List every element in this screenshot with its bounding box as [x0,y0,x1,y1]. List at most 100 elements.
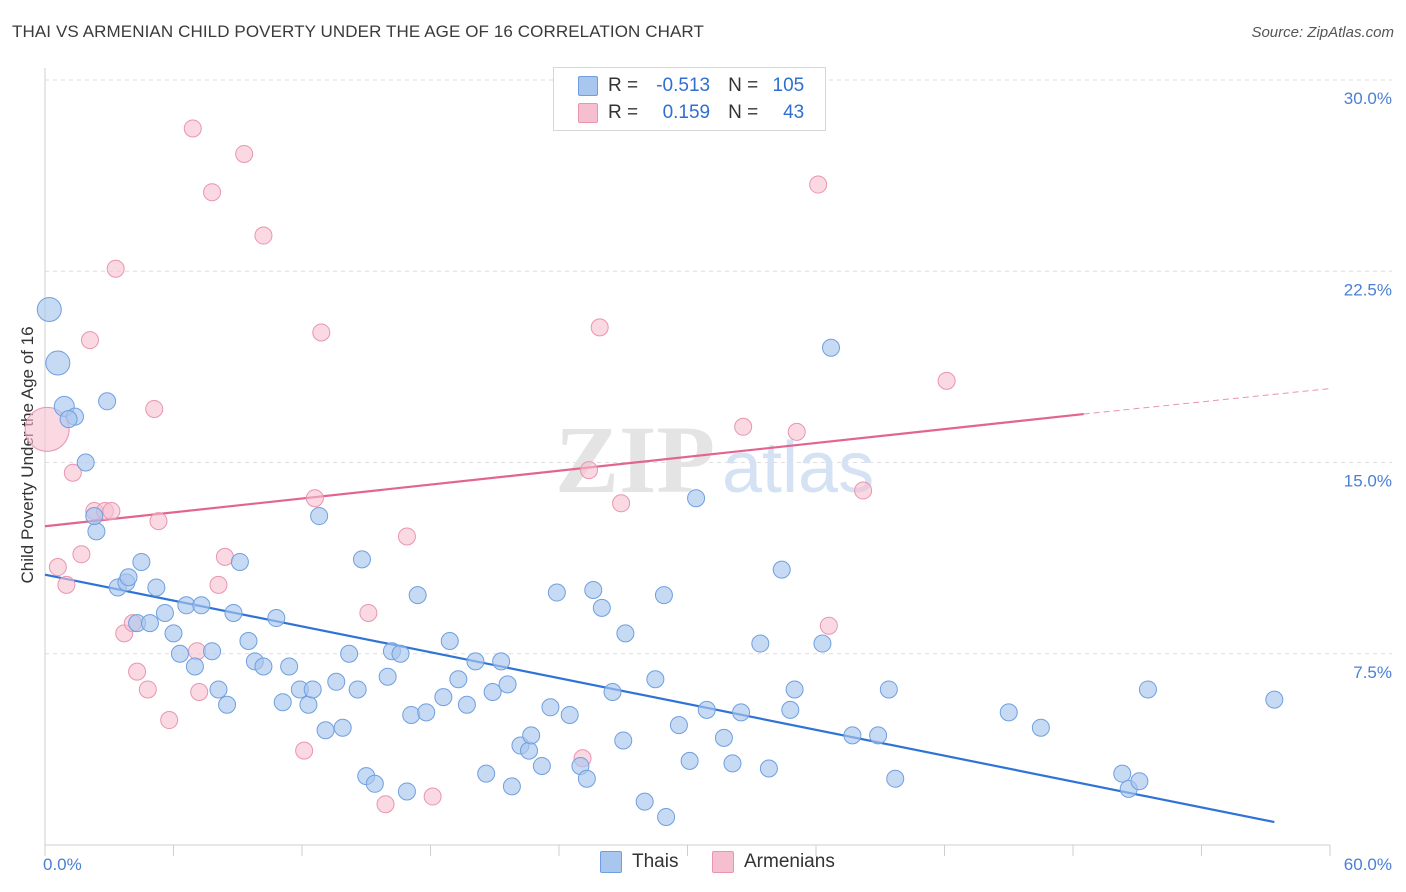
thai-point [502,777,521,796]
armenian-point [305,489,324,508]
thai-point [170,644,189,663]
armenian-point [190,683,209,701]
thai-point [440,632,459,650]
thai-point [772,560,791,579]
armenian-trend-extension [1083,388,1331,415]
thai-point [879,680,898,699]
armenian-point [80,331,99,350]
thai-point [813,634,832,653]
thai-point [560,705,579,724]
thai-point [680,751,699,770]
thai-point [1130,772,1149,791]
thai-point [192,596,211,615]
thai-point [821,338,840,357]
armenian-point [188,642,207,661]
armenian-point [145,399,164,418]
armenians-swatch [578,103,598,123]
armenian-point [809,175,828,194]
thai-point [140,614,159,633]
thai-point [759,759,778,778]
thai-point [224,603,243,622]
thai-point [657,807,676,826]
thai-point [310,507,329,526]
thai-point [316,721,335,740]
x-tick-label-max: 60.0% [1344,855,1392,874]
thai-point [340,644,359,663]
thai-points [36,297,1284,826]
armenian-point [937,371,956,390]
thai-point [654,586,673,605]
thais-legend-swatch [600,851,622,873]
y-tick-label: 22.5% [1344,280,1392,299]
armenian-point [312,323,331,342]
thai-point [785,680,804,699]
thai-point [408,586,427,605]
thai-point [732,703,751,722]
armenian-point [787,422,806,441]
x-tick-label-min: 0.0% [43,855,82,874]
thai-point [714,728,733,747]
thai-point [402,705,421,724]
thai-point [541,698,560,717]
thai-point [378,667,397,686]
thai-point [209,680,228,699]
armenian-point [48,558,67,577]
thai-point [449,670,468,689]
thais-r-value: -0.513 [656,75,711,96]
armenian-point [215,547,234,566]
armenian-point [854,481,873,500]
thai-point [1113,764,1132,783]
chart-title: THAI VS ARMENIAN CHILD POVERTY UNDER THE… [12,22,704,41]
legend-row-armenians: R = 0.159 N = 43 [578,101,804,125]
armenian-point [24,406,70,452]
thai-point [466,652,485,671]
armenians-legend-label: Armenians [744,851,835,872]
bottom-legend-armenians[interactable]: Armenians [712,851,835,873]
thai-point [687,489,706,508]
thai-point [614,731,633,750]
thai-point [352,550,371,569]
thai-point [1138,680,1157,699]
thai-point [203,642,222,661]
thai-point [267,609,286,628]
watermark: ZIP atlas [555,406,874,513]
thai-point [669,716,688,735]
thai-point [522,726,541,745]
tick-labels: 7.5% 15.0% 22.5% 30.0% 0.0% 60.0% [43,89,1392,874]
thai-point [483,683,502,701]
thai-point [273,693,292,712]
r-label: R = [608,102,639,123]
thai-point [723,754,742,773]
thai-point [185,657,204,676]
thais-swatch [578,76,598,96]
thai-point [333,718,352,737]
thai-point [98,392,117,411]
armenian-point [183,119,202,138]
thai-point [492,652,511,671]
thai-point [697,700,716,719]
armenian-point [63,463,82,482]
armenian-point [128,662,147,681]
thai-point [397,782,416,801]
thai-point [520,741,539,760]
armenian-point [149,512,168,531]
armenian-point [254,226,273,245]
thai-point [365,774,384,793]
thai-point [303,680,322,699]
thai-point [36,297,62,322]
gridlines [45,79,1392,655]
thai-point [218,695,237,714]
thai-point [616,624,635,643]
armenian-point [612,494,631,513]
thai-point [635,792,654,811]
bottom-legend-thais[interactable]: Thais [600,851,678,873]
thai-point [886,769,905,788]
thai-point [843,726,862,745]
n-label: N = [728,75,759,96]
thai-point [299,695,318,714]
y-tick-label: 15.0% [1344,472,1392,491]
armenian-point [295,741,314,760]
thai-point [584,581,603,599]
armenian-point [57,575,76,594]
thais-n-value: 105 [772,75,805,96]
